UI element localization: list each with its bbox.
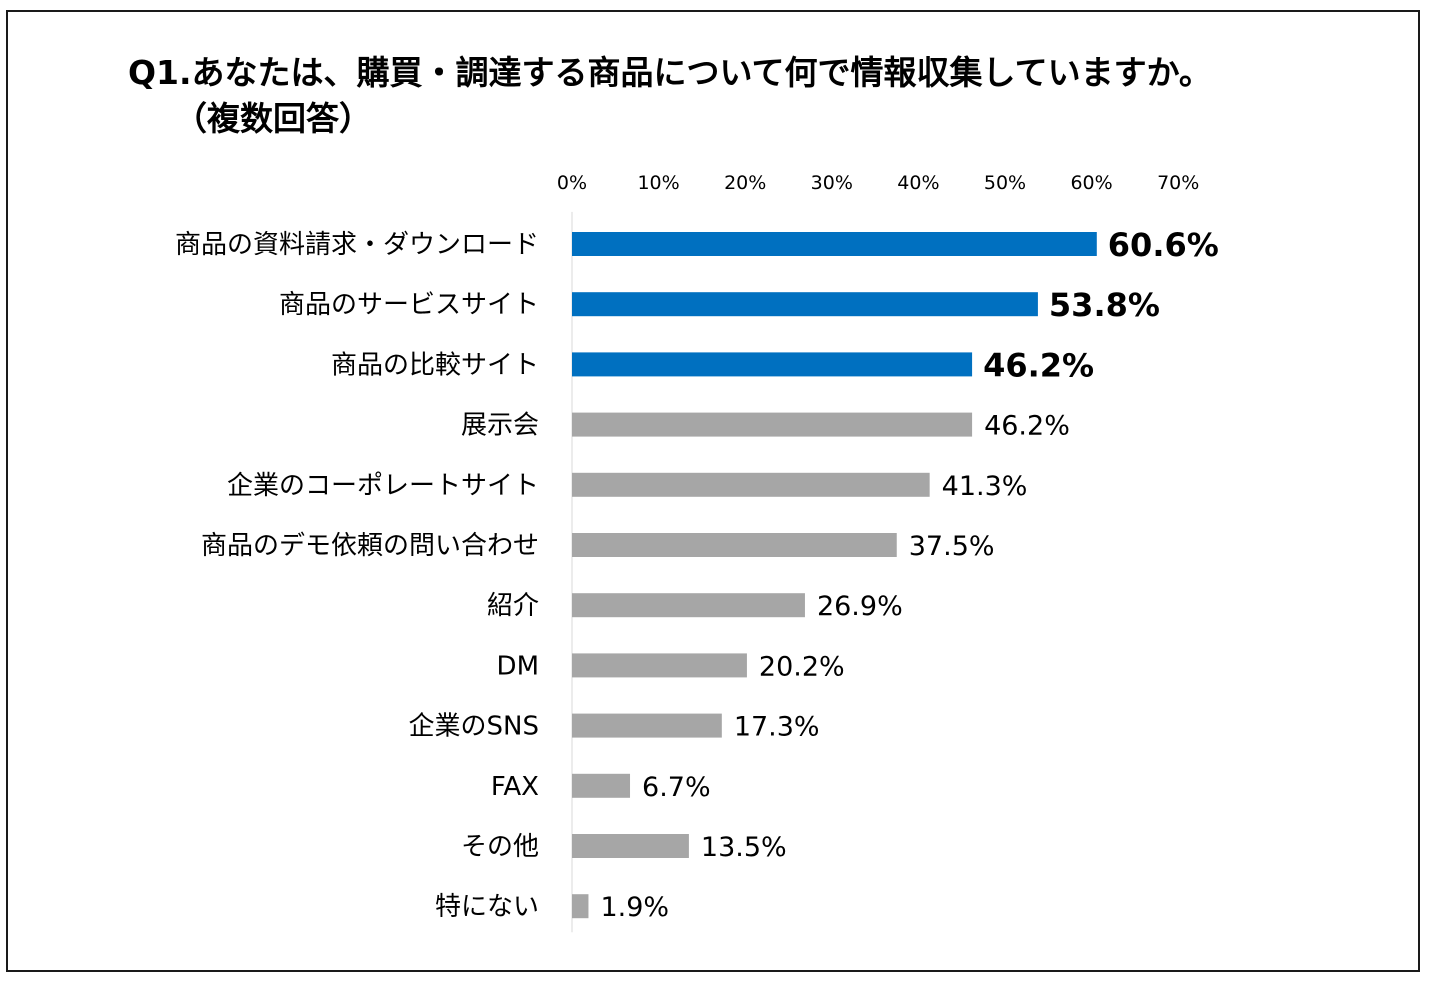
value-label: 1.9% [600, 892, 669, 923]
category-label: 特にない [435, 892, 539, 922]
bar-highlighted [572, 292, 1038, 317]
value-label: 46.2% [983, 346, 1094, 384]
value-label: 17.3% [734, 712, 820, 743]
x-tick-label: 40% [897, 172, 939, 194]
bar [572, 773, 631, 798]
bar [572, 653, 747, 678]
bar [572, 894, 589, 919]
x-tick-label: 10% [637, 172, 679, 194]
category-label: DM [497, 651, 539, 681]
category-label: 商品の比較サイト [331, 350, 539, 380]
bar [572, 533, 897, 557]
value-label: 53.8% [1049, 286, 1160, 324]
x-tick-label: 50% [984, 172, 1026, 194]
value-label: 20.2% [759, 651, 845, 682]
chart-title: Q1.あなたは、購買・調達する商品について何で情報収集していますか。 （複数回答） [128, 50, 1212, 142]
value-label: 26.9% [817, 591, 903, 622]
category-label: 展示会 [461, 411, 539, 441]
chart-title-line2: （複数回答） [174, 99, 372, 138]
category-label: 紹介 [487, 591, 539, 621]
value-label: 13.5% [701, 832, 787, 863]
bar [572, 472, 930, 497]
value-label: 41.3% [942, 471, 1028, 502]
category-label: FAX [491, 772, 539, 802]
x-tick-label: 20% [724, 172, 766, 194]
bar [572, 713, 722, 738]
bar-highlighted [572, 352, 973, 377]
category-label: 商品のデモ依頼の問い合わせ [201, 531, 539, 561]
value-label: 37.5% [909, 531, 995, 562]
value-label: 46.2% [984, 411, 1070, 442]
value-label: 60.6% [1108, 226, 1219, 264]
x-tick-label: 70% [1157, 172, 1199, 194]
bar [572, 593, 805, 618]
category-label: その他 [461, 832, 539, 862]
category-label: 企業のSNS [409, 712, 539, 742]
bar [572, 412, 973, 437]
x-tick-label: 60% [1070, 172, 1112, 194]
chart-title-line1: Q1.あなたは、購買・調達する商品について何で情報収集していますか。 [128, 53, 1212, 92]
x-tick-label: 30% [811, 172, 853, 194]
x-tick-label: 0% [557, 172, 587, 194]
bar-highlighted [572, 232, 1097, 256]
bar [572, 834, 689, 858]
category-label: 商品の資料請求・ダウンロード [175, 230, 539, 260]
category-label: 企業のコーポレートサイト [227, 471, 539, 501]
category-label: 商品のサービスサイト [279, 290, 539, 320]
value-label: 6.7% [642, 772, 711, 803]
